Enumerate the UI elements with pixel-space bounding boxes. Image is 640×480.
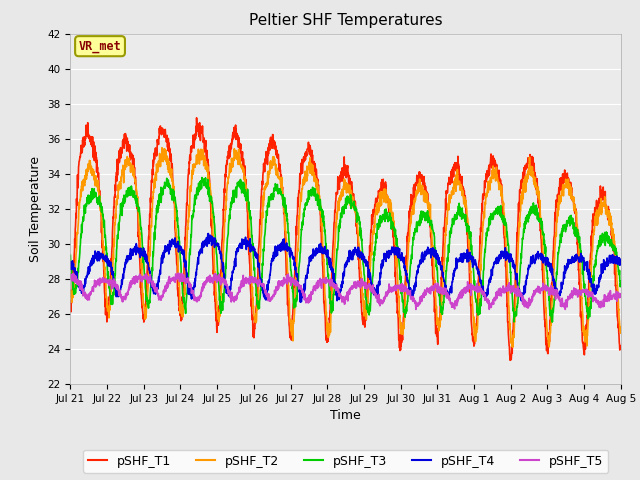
pSHF_T3 [569,215,577,221]
Title: Peltier SHF Temperatures: Peltier SHF Temperatures [249,13,442,28]
pSHF_T1 [193,115,200,120]
pSHF_T3 [67,252,74,258]
pSHF_T2 [506,326,513,332]
pSHF_T1 [362,318,369,324]
pSHF_T4 [204,230,212,236]
pSHF_T5 [506,284,514,289]
pSHF_T3 [198,175,206,180]
pSHF_T4 [296,299,304,305]
X-axis label: Time: Time [330,409,361,422]
pSHF_T4 [506,255,514,261]
pSHF_T5 [362,283,369,288]
pSHF_T3 [584,316,592,322]
Line: pSHF_T2: pSHF_T2 [70,148,621,347]
Line: pSHF_T1: pSHF_T1 [70,118,621,360]
pSHF_T5 [175,270,182,276]
pSHF_T2 [584,321,592,327]
pSHF_T2 [158,145,166,151]
pSHF_T3 [506,258,513,264]
pSHF_T1 [569,198,577,204]
pSHF_T4 [362,257,370,263]
pSHF_T3 [374,222,381,228]
pSHF_T1 [584,307,592,313]
pSHF_T2 [362,309,369,315]
pSHF_T2 [569,196,577,202]
pSHF_T2 [374,201,381,206]
pSHF_T4 [220,277,228,283]
pSHF_T5 [569,289,577,295]
pSHF_T1 [220,191,228,197]
pSHF_T3 [362,295,369,300]
pSHF_T4 [67,259,74,265]
pSHF_T5 [412,307,420,312]
pSHF_T5 [67,271,74,277]
pSHF_T1 [617,345,625,351]
pSHF_T1 [67,303,74,309]
Y-axis label: Soil Temperature: Soil Temperature [29,156,42,262]
pSHF_T3 [220,287,228,293]
pSHF_T5 [584,288,592,293]
Legend: pSHF_T1, pSHF_T2, pSHF_T3, pSHF_T4, pSHF_T5: pSHF_T1, pSHF_T2, pSHF_T3, pSHF_T4, pSHF… [83,450,608,473]
pSHF_T4 [569,258,577,264]
pSHF_T1 [506,352,513,358]
Line: pSHF_T3: pSHF_T3 [70,178,621,322]
Line: pSHF_T4: pSHF_T4 [70,233,621,302]
pSHF_T2 [67,287,74,293]
pSHF_T3 [548,319,556,325]
pSHF_T1 [374,194,381,200]
pSHF_T5 [220,278,228,284]
pSHF_T4 [374,291,381,297]
pSHF_T2 [617,330,625,336]
pSHF_T4 [617,262,625,267]
pSHF_T5 [617,291,625,297]
pSHF_T1 [506,358,514,363]
pSHF_T3 [617,283,625,288]
Line: pSHF_T5: pSHF_T5 [70,273,621,310]
pSHF_T2 [509,344,516,350]
pSHF_T5 [374,299,381,305]
pSHF_T4 [584,268,592,274]
pSHF_T2 [220,235,228,241]
Text: VR_met: VR_met [79,40,122,53]
